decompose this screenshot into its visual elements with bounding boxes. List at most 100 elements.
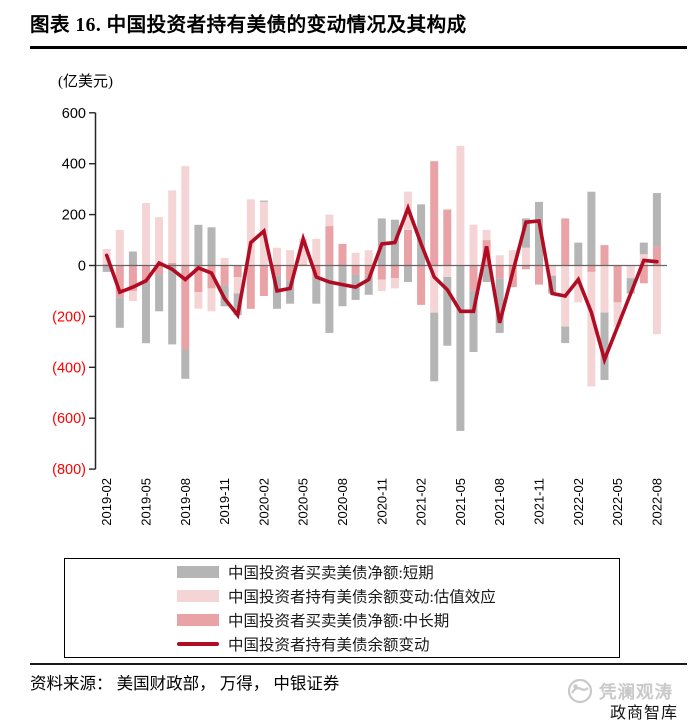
bar-segment xyxy=(325,265,334,333)
footer-divider xyxy=(30,663,687,665)
bar-segment xyxy=(325,226,334,266)
bar-segment xyxy=(351,252,360,266)
bar-segment xyxy=(548,265,557,276)
bar-segment xyxy=(142,280,150,344)
bar-segment xyxy=(246,199,255,266)
bar-segment xyxy=(508,250,517,266)
bar-segment xyxy=(587,271,596,387)
bar-segment xyxy=(443,209,452,266)
y-tick-label: 200 xyxy=(62,208,86,224)
bar-segment xyxy=(495,265,504,279)
bar-segment xyxy=(259,200,268,202)
chart-legend: 中国投资者买卖美债净额:短期 中国投资者持有美债余额变动:估值效应 中国投资者买… xyxy=(64,558,620,658)
bar-segment xyxy=(587,265,596,272)
bar-segment xyxy=(233,293,242,316)
bar-segment xyxy=(404,229,412,266)
total-line-swatch-icon xyxy=(177,642,219,646)
y-tick-label: (800) xyxy=(52,462,86,478)
bar-segment xyxy=(495,278,504,333)
legend-item-total-line: 中国投资者持有美债余额变动 xyxy=(177,634,619,654)
bar-segment xyxy=(128,251,137,266)
bar-segment xyxy=(521,265,530,270)
bar-segment xyxy=(286,265,295,281)
legend-label: 中国投资者买卖美债净额:中长期 xyxy=(228,613,450,630)
bar-segment xyxy=(246,265,255,309)
bar-segment xyxy=(115,229,124,266)
legend-label: 中国投资者买卖美债净额:短期 xyxy=(228,565,434,582)
watermark-logo-icon xyxy=(567,678,593,704)
legend-label: 中国投资者持有美债余额变动:估值效应 xyxy=(228,589,496,606)
source-note: 资料来源： 美国财政部， 万得， 中银证券 xyxy=(30,674,340,693)
x-tick-label: 2021-05 xyxy=(453,478,468,526)
bar-segment xyxy=(430,312,439,382)
bar-segment xyxy=(482,265,491,282)
bar-segment xyxy=(639,265,648,284)
bar-segment xyxy=(652,193,661,247)
bar-segment xyxy=(233,265,242,277)
x-tick-label: 2021-11 xyxy=(532,478,547,525)
bar-segment xyxy=(587,191,596,266)
bar-segment xyxy=(561,326,570,344)
bar-segment xyxy=(351,265,360,275)
x-tick-label: 2019-02 xyxy=(99,478,114,526)
bar-segment xyxy=(273,247,281,266)
x-tick-label: 2020-08 xyxy=(335,478,350,526)
bar-segment xyxy=(207,288,216,312)
y-tick-label: 600 xyxy=(62,106,86,122)
bar-segment xyxy=(207,227,216,266)
x-tick-label: 2022-08 xyxy=(649,478,664,526)
bar-segment xyxy=(404,265,412,282)
bar-segment xyxy=(181,349,190,379)
bar-segment xyxy=(377,279,386,291)
bar-segment xyxy=(181,166,190,266)
bar-segment xyxy=(600,245,609,266)
x-tick-label: 2019-05 xyxy=(139,478,154,526)
bar-segment xyxy=(535,201,543,266)
bar-segment xyxy=(600,265,609,313)
x-tick-label: 2020-02 xyxy=(256,478,271,526)
bar-segment xyxy=(390,265,399,279)
chart-area: 600 400 200 0 (200) (400) (600) (800) 2019-02 201… xyxy=(0,55,689,555)
x-tick-label: 2020-05 xyxy=(296,478,311,526)
bar-segment xyxy=(377,265,386,280)
legend-item-mid-long-term: 中国投资者买卖美债净额:中长期 xyxy=(177,610,619,630)
bar-segment xyxy=(652,265,661,335)
bar-segment xyxy=(417,204,426,266)
y-tick-label: 0 xyxy=(78,259,86,275)
bar-segment xyxy=(312,238,321,266)
watermark-subbrand-text: 政商智库 xyxy=(610,705,679,720)
bar-segment xyxy=(652,246,661,266)
legend-label: 中国投资者持有美债余额变动 xyxy=(228,637,430,654)
bar-segment xyxy=(377,218,386,266)
x-tick-label: 2019-11 xyxy=(217,478,232,525)
bar-segment xyxy=(299,238,308,265)
bar-segment xyxy=(155,217,164,266)
bar-segment xyxy=(364,250,373,266)
bar-segment xyxy=(220,257,229,266)
bar-segment xyxy=(430,161,439,266)
bar-segment xyxy=(495,255,504,266)
bar-segment xyxy=(194,224,203,266)
chart-svg: 600 400 200 0 (200) (400) (600) (800) 2019-02 201… xyxy=(52,106,667,526)
short-term-swatch-icon xyxy=(177,566,219,578)
bar-segment xyxy=(128,265,137,291)
bar-segment xyxy=(626,265,635,279)
bar-segment xyxy=(115,297,124,328)
y-tick-label: (400) xyxy=(52,360,86,376)
bar-segment xyxy=(456,265,465,431)
legend-item-valuation: 中国投资者持有美债余额变动:估值效应 xyxy=(177,586,619,606)
bar-segment xyxy=(220,265,229,286)
bar-segment xyxy=(364,275,373,295)
bar-segment xyxy=(613,265,622,303)
total-change-line xyxy=(104,203,659,366)
bar-segment xyxy=(233,277,242,294)
bar-segment xyxy=(561,218,570,266)
bar-segment xyxy=(142,203,150,266)
bar-segment xyxy=(286,250,295,266)
bar-segment xyxy=(259,265,268,296)
bar-segment xyxy=(142,265,150,281)
bar-segment xyxy=(417,265,426,305)
bar-segment xyxy=(574,242,583,266)
x-tick-label: 2021-08 xyxy=(492,478,507,526)
